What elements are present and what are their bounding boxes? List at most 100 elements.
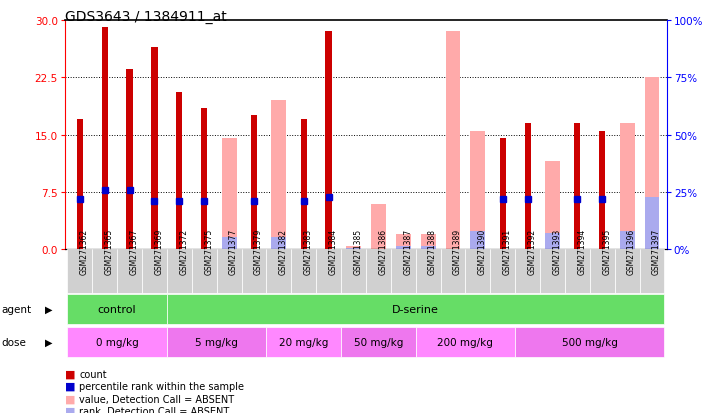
Text: GSM271390: GSM271390 bbox=[478, 228, 487, 274]
Bar bbox=[346, 249, 361, 250]
Bar bbox=[416, 250, 441, 293]
Text: GSM271362: GSM271362 bbox=[80, 228, 89, 274]
Bar bbox=[341, 250, 366, 293]
Text: GSM271369: GSM271369 bbox=[154, 228, 164, 274]
Bar bbox=[640, 250, 665, 293]
Bar bbox=[645, 197, 660, 250]
Text: 5 mg/kg: 5 mg/kg bbox=[195, 337, 238, 347]
Text: ▶: ▶ bbox=[45, 337, 52, 347]
Bar bbox=[391, 250, 416, 293]
Bar bbox=[346, 246, 361, 250]
Bar bbox=[251, 116, 257, 250]
Text: GSM271392: GSM271392 bbox=[528, 228, 536, 274]
Text: GSM271383: GSM271383 bbox=[304, 228, 313, 274]
Text: GSM271391: GSM271391 bbox=[503, 228, 512, 274]
Text: ■: ■ bbox=[65, 369, 76, 379]
Text: GSM271379: GSM271379 bbox=[254, 228, 263, 274]
Bar bbox=[266, 250, 291, 293]
Bar bbox=[545, 162, 560, 250]
Text: agent: agent bbox=[1, 304, 32, 314]
Text: ▶: ▶ bbox=[45, 304, 52, 314]
Bar bbox=[524, 124, 531, 250]
Text: GSM271372: GSM271372 bbox=[180, 228, 188, 274]
Bar bbox=[619, 124, 634, 250]
Bar bbox=[545, 234, 560, 250]
Bar bbox=[371, 204, 386, 250]
Text: GSM271395: GSM271395 bbox=[602, 228, 611, 274]
Bar bbox=[590, 250, 615, 293]
Text: GDS3643 / 1384911_at: GDS3643 / 1384911_at bbox=[65, 10, 226, 24]
Text: GSM271386: GSM271386 bbox=[379, 228, 387, 274]
Bar bbox=[470, 232, 485, 250]
Text: ■: ■ bbox=[65, 406, 76, 413]
Bar bbox=[216, 250, 242, 293]
Bar bbox=[441, 250, 466, 293]
Text: 50 mg/kg: 50 mg/kg bbox=[354, 337, 403, 347]
Bar bbox=[92, 250, 117, 293]
Text: control: control bbox=[98, 304, 136, 314]
Bar bbox=[446, 32, 461, 250]
Bar bbox=[615, 250, 640, 293]
Bar bbox=[221, 237, 236, 250]
Bar bbox=[117, 250, 142, 293]
Bar bbox=[271, 101, 286, 250]
Bar bbox=[271, 237, 286, 250]
Bar bbox=[490, 250, 516, 293]
Text: GSM271394: GSM271394 bbox=[578, 228, 586, 274]
Bar bbox=[565, 250, 590, 293]
Text: ■: ■ bbox=[65, 394, 76, 404]
Text: GSM271385: GSM271385 bbox=[353, 228, 363, 274]
Bar bbox=[516, 250, 540, 293]
Bar bbox=[420, 247, 435, 250]
Text: 20 mg/kg: 20 mg/kg bbox=[279, 337, 328, 347]
Bar bbox=[151, 47, 158, 250]
Text: value, Detection Call = ABSENT: value, Detection Call = ABSENT bbox=[79, 394, 234, 404]
Text: 500 mg/kg: 500 mg/kg bbox=[562, 337, 618, 347]
Bar bbox=[291, 250, 316, 293]
Bar bbox=[574, 124, 580, 250]
Bar bbox=[201, 109, 208, 250]
Text: GSM271388: GSM271388 bbox=[428, 228, 437, 274]
Bar bbox=[470, 131, 485, 250]
Bar bbox=[420, 235, 435, 250]
Text: rank, Detection Call = ABSENT: rank, Detection Call = ABSENT bbox=[79, 406, 229, 413]
Bar bbox=[500, 139, 506, 250]
Bar bbox=[266, 328, 341, 357]
Bar bbox=[67, 328, 167, 357]
Text: GSM271384: GSM271384 bbox=[329, 228, 337, 274]
Bar bbox=[366, 250, 391, 293]
Bar bbox=[619, 232, 634, 250]
Bar bbox=[142, 250, 167, 293]
Text: GSM271377: GSM271377 bbox=[229, 228, 238, 274]
Bar bbox=[176, 93, 182, 250]
Text: GSM271375: GSM271375 bbox=[204, 228, 213, 274]
Bar bbox=[167, 250, 192, 293]
Bar bbox=[167, 294, 665, 324]
Bar bbox=[416, 328, 516, 357]
Bar bbox=[221, 139, 236, 250]
Bar bbox=[126, 70, 133, 250]
Text: GSM271365: GSM271365 bbox=[105, 228, 114, 274]
Text: percentile rank within the sample: percentile rank within the sample bbox=[79, 381, 244, 391]
Bar bbox=[167, 328, 266, 357]
Bar bbox=[516, 328, 665, 357]
Bar bbox=[645, 78, 660, 250]
Bar bbox=[396, 247, 411, 250]
Bar bbox=[76, 120, 83, 250]
Text: count: count bbox=[79, 369, 107, 379]
Bar bbox=[599, 131, 606, 250]
Text: GSM271367: GSM271367 bbox=[130, 228, 138, 274]
Text: GSM271382: GSM271382 bbox=[279, 228, 288, 274]
Bar bbox=[341, 328, 416, 357]
Bar bbox=[102, 28, 108, 250]
Bar bbox=[67, 250, 92, 293]
Bar bbox=[301, 120, 307, 250]
Bar bbox=[466, 250, 490, 293]
Text: 0 mg/kg: 0 mg/kg bbox=[96, 337, 138, 347]
Text: GSM271393: GSM271393 bbox=[552, 228, 562, 274]
Text: 200 mg/kg: 200 mg/kg bbox=[438, 337, 493, 347]
Text: ■: ■ bbox=[65, 381, 76, 391]
Text: GSM271396: GSM271396 bbox=[627, 228, 636, 274]
Bar bbox=[242, 250, 266, 293]
Bar bbox=[192, 250, 216, 293]
